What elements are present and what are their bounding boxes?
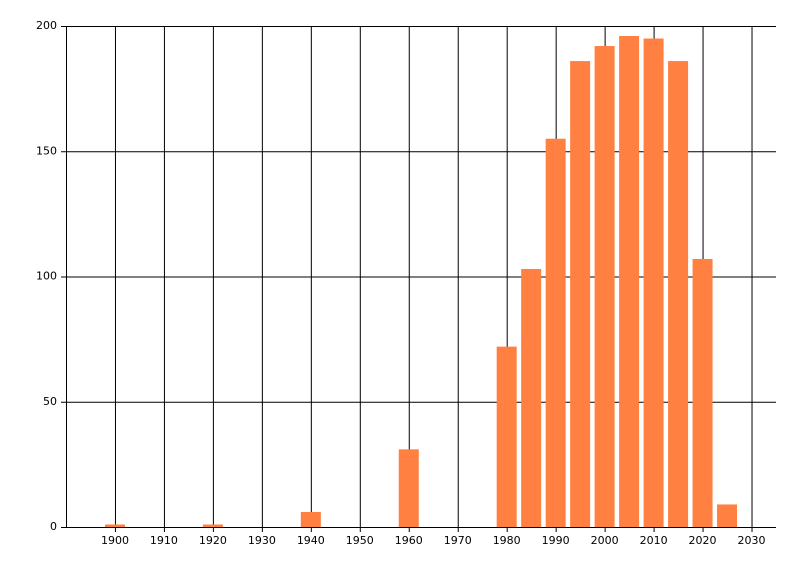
bar: [692, 258, 713, 527]
bar: [104, 524, 125, 527]
bar: [594, 46, 615, 527]
x-tick-label: 2000: [591, 534, 619, 547]
bar: [717, 504, 738, 527]
x-tick-label: 1960: [395, 534, 423, 547]
bar: [521, 268, 542, 527]
bar: [545, 138, 566, 527]
x-tick-label: 1920: [199, 534, 227, 547]
x-tick-label: 1900: [101, 534, 129, 547]
bar: [398, 449, 419, 527]
bar: [202, 524, 223, 527]
x-tick-label: 1950: [346, 534, 374, 547]
y-tick-label: 0: [50, 520, 57, 533]
x-tick-label: 2020: [689, 534, 717, 547]
bar: [668, 61, 689, 527]
x-tick-label: 1940: [297, 534, 325, 547]
x-tick-label: 1970: [444, 534, 472, 547]
bar: [643, 38, 664, 528]
y-tick-label: 50: [43, 395, 57, 408]
bar: [496, 346, 517, 527]
bar: [570, 61, 591, 527]
bar: [619, 36, 640, 528]
x-tick-label: 1930: [248, 534, 276, 547]
x-tick-label: 1990: [542, 534, 570, 547]
x-tick-label: 2030: [738, 534, 766, 547]
y-tick-label: 200: [36, 19, 57, 32]
x-tick-label: 2010: [640, 534, 668, 547]
y-tick-label: 150: [36, 144, 57, 157]
x-tick-label: 1980: [493, 534, 521, 547]
y-tick-label: 100: [36, 270, 57, 283]
x-tick-label: 1910: [150, 534, 178, 547]
bar: [300, 511, 321, 527]
